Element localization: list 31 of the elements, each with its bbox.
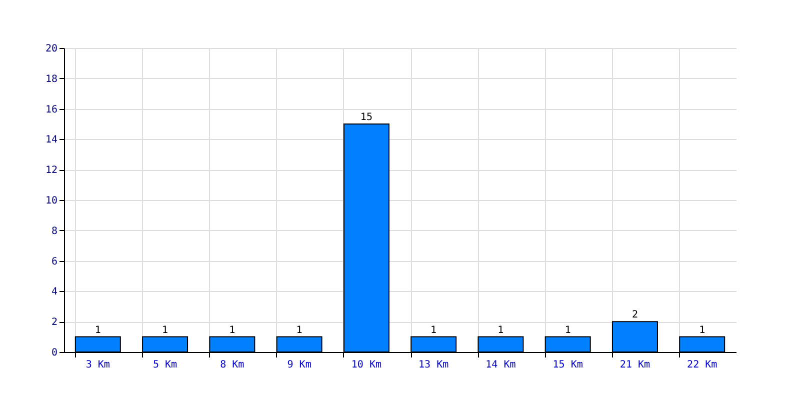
data-label: 1: [162, 324, 168, 336]
x-tick-label: 9 Km: [287, 360, 312, 370]
x-tick-label: 15 Km: [552, 360, 583, 370]
data-label: 15: [360, 112, 372, 123]
y-tick-label: 20: [45, 44, 58, 54]
y-tick-label: 8: [51, 226, 58, 237]
y-tick-label: 12: [45, 165, 58, 176]
data-label: 1: [94, 324, 101, 336]
y-tick-label: 4: [51, 286, 58, 298]
x-tick-label: 5 Km: [152, 360, 178, 370]
y-tick-label: 14: [45, 134, 58, 146]
x-tick-label: 3 Km: [86, 360, 110, 370]
data-label: 1: [229, 324, 236, 336]
x-tick-label: 14 Km: [486, 360, 516, 370]
y-tick-label: 0: [51, 348, 58, 358]
x-tick-label: 10 Km: [351, 360, 382, 370]
y-tick-label: 10: [45, 196, 58, 206]
y-tick-label: 6: [51, 256, 58, 268]
y-tick-label: 18: [45, 74, 58, 85]
x-tick-label: 21 Km: [620, 360, 650, 370]
y-tick-label: 2: [51, 317, 58, 328]
data-label: 2: [632, 310, 638, 321]
data-label: 1: [564, 324, 571, 336]
x-tick-label: 22 Km: [687, 360, 718, 370]
x-tick-label: 13 Km: [418, 360, 449, 370]
data-label: 1: [498, 324, 504, 336]
data-label: 1: [430, 324, 437, 336]
data-label: 1: [699, 324, 706, 336]
data-label: 1: [296, 324, 302, 336]
x-tick-label: 8 Km: [220, 360, 244, 370]
y-tick-label: 16: [45, 104, 58, 116]
